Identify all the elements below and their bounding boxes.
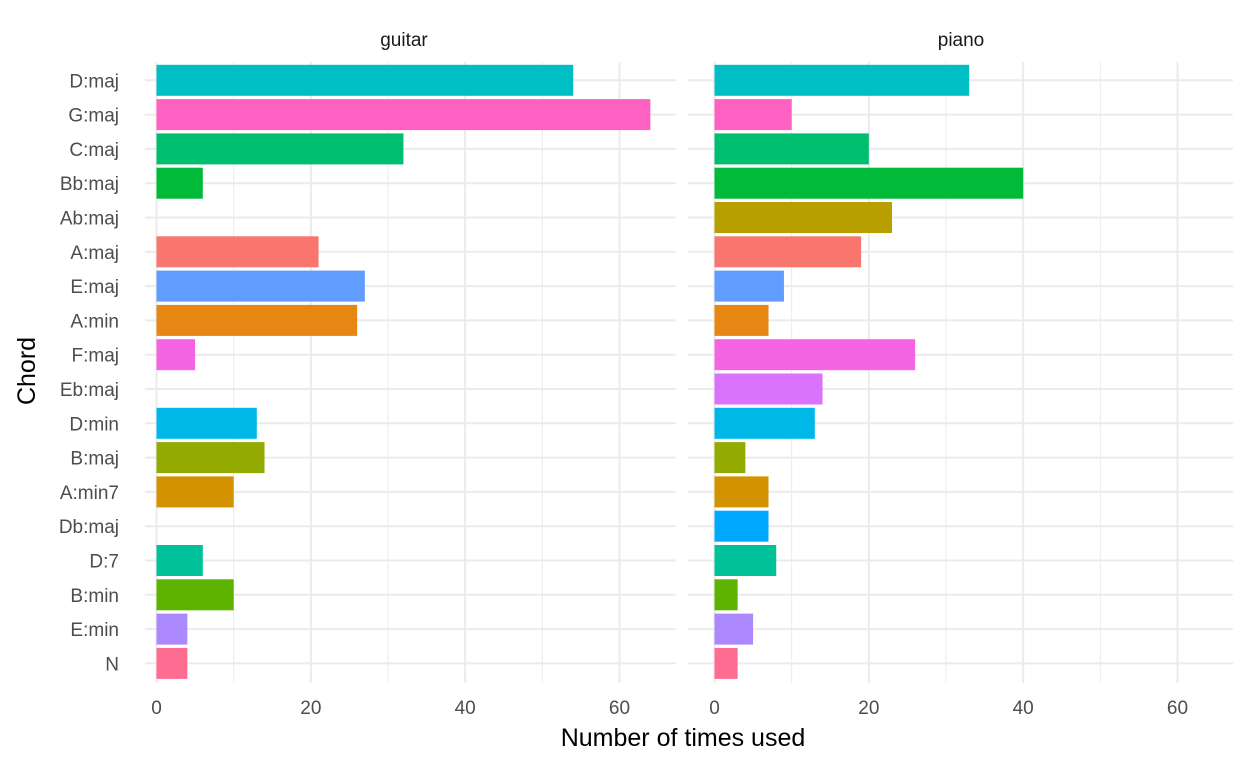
bar-piano-E:min — [714, 613, 754, 645]
bar-guitar-A:maj — [156, 236, 319, 268]
y-tick-label: Db:maj — [59, 517, 119, 538]
bar-piano-D:7 — [714, 545, 777, 576]
bar-guitar-B:min — [156, 579, 234, 611]
y-tick-label: A:min7 — [60, 483, 119, 504]
bar-guitar-E:min — [156, 613, 188, 645]
y-tick-label: G:maj — [68, 106, 119, 127]
y-tick-label: N — [105, 654, 119, 675]
bar-piano-N — [714, 647, 738, 679]
bar-guitar-G:maj — [156, 99, 651, 131]
x-tick-label: 40 — [455, 698, 476, 719]
y-tick-label: D:min — [69, 414, 119, 435]
y-tick-label: C:maj — [69, 140, 119, 161]
y-tick-label: A:min — [70, 311, 119, 332]
x-tick-label: 40 — [1013, 698, 1034, 719]
bar-piano-D:min — [714, 407, 815, 439]
bar-piano-F:maj — [714, 339, 916, 371]
bar-piano-A:min7 — [714, 476, 769, 508]
x-tick-label: 60 — [1167, 698, 1188, 719]
y-axis-title: Chord — [13, 337, 41, 405]
bar-guitar-B:maj — [156, 442, 265, 474]
bar-guitar-F:maj — [156, 339, 196, 371]
bar-guitar-Bb:maj — [156, 167, 203, 199]
bar-piano-Ab:maj — [714, 202, 892, 233]
bar-piano-A:min — [714, 304, 769, 336]
facet-label-guitar: guitar — [380, 30, 428, 51]
bar-piano-D:maj — [714, 64, 970, 96]
y-tick-label: D:maj — [69, 71, 119, 92]
x-tick-label: 60 — [609, 698, 630, 719]
bar-guitar-D:maj — [156, 64, 574, 96]
bar-piano-A:maj — [714, 236, 862, 268]
x-tick-label: 0 — [709, 698, 720, 719]
y-tick-label: Eb:maj — [60, 380, 119, 401]
x-tick-label: 0 — [151, 698, 162, 719]
bar-guitar-C:maj — [156, 133, 404, 165]
x-tick-label: 20 — [858, 698, 879, 719]
bar-guitar-E:maj — [156, 270, 365, 302]
y-tick-label: E:maj — [70, 277, 119, 298]
y-tick-label: B:maj — [70, 449, 119, 470]
bar-guitar-A:min — [156, 304, 358, 336]
bar-guitar-A:min7 — [156, 476, 234, 508]
bar-piano-E:maj — [714, 270, 784, 302]
bar-guitar-D:min — [156, 407, 257, 439]
x-axis-title: Number of times used — [561, 724, 806, 752]
bar-guitar-D:7 — [156, 545, 203, 576]
bars-layer — [156, 64, 1024, 679]
bar-piano-B:maj — [714, 442, 746, 474]
bar-piano-B:min — [714, 579, 738, 611]
y-tick-label: E:min — [70, 620, 119, 641]
y-tick-label: B:min — [70, 586, 119, 607]
x-tick-label: 20 — [300, 698, 321, 719]
facet-label-piano: piano — [938, 30, 985, 51]
y-tick-label: F:maj — [72, 346, 120, 367]
bar-piano-Eb:maj — [714, 373, 823, 405]
bar-guitar-N — [156, 647, 188, 679]
y-tick-label: A:maj — [70, 243, 119, 264]
y-tick-label: D:7 — [89, 552, 119, 573]
y-tick-label: Ab:maj — [60, 209, 119, 230]
bar-piano-Db:maj — [714, 510, 769, 542]
bar-piano-G:maj — [714, 99, 792, 131]
bar-piano-C:maj — [714, 133, 869, 165]
y-tick-label: Bb:maj — [60, 174, 119, 195]
bar-piano-Bb:maj — [714, 167, 1024, 199]
labels-layer: guitar 0 20 40 60 piano 0 20 40 60 D:maj G:maj C:maj… — [59, 30, 1188, 719]
